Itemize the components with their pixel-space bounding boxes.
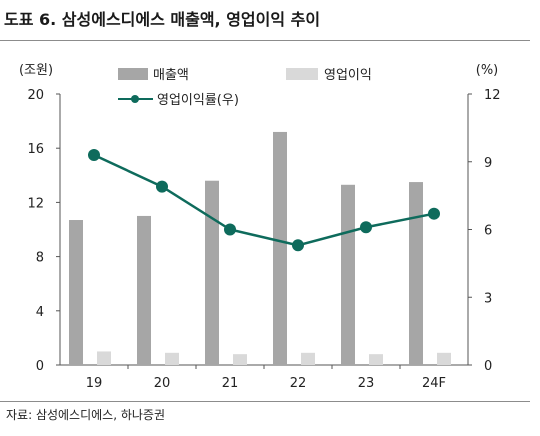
point-operating-margin [428, 207, 440, 220]
bar-sales [137, 215, 151, 365]
point-operating-margin [360, 221, 372, 234]
legend-label-operating-profit: 영업이익 [324, 68, 372, 83]
bar-operating-profit [301, 352, 315, 365]
x-tick-label: 23 [358, 376, 375, 391]
figure-title: 도표 6. 삼성에스디에스 매출액, 영업이익 추이 [4, 10, 321, 29]
bar-sales [69, 220, 83, 365]
source-note: 자료: 삼성에스디에스, 하나증권 [6, 408, 166, 422]
bar-series [69, 131, 451, 365]
x-tick-label: 22 [290, 376, 307, 391]
title-divider [0, 40, 530, 41]
point-operating-margin [156, 180, 168, 193]
left-axis-unit: (조원) [19, 63, 53, 78]
source-divider [0, 401, 530, 402]
x-tick-label: 20 [154, 376, 171, 391]
x-tick-label: 19 [86, 376, 103, 391]
x-tick-label: 21 [222, 376, 239, 391]
right-axis-unit: (%) [476, 63, 499, 78]
left-tick-label: 20 [27, 88, 44, 103]
right-tick-label: 3 [484, 291, 492, 306]
right-tick-label: 6 [484, 224, 492, 239]
bar-operating-profit [369, 354, 383, 365]
legend-label-sales: 매출액 [153, 68, 189, 83]
line-series [88, 148, 440, 252]
bar-sales [409, 182, 423, 365]
legend-label-operating-margin: 영업이익률(우) [157, 93, 239, 108]
legend-swatch-operating-profit [286, 68, 318, 80]
bar-operating-profit [437, 352, 451, 365]
right-tick-label: 9 [484, 156, 492, 171]
left-tick-label: 8 [36, 251, 44, 266]
point-operating-margin [224, 223, 236, 236]
x-tick-label: 24F [422, 376, 446, 391]
bar-sales [205, 180, 219, 365]
legend-swatch-sales [118, 68, 148, 80]
bar-sales [341, 184, 355, 365]
chart-axes: 0 4 8 12 16 20 0 3 6 9 12 (조원) (%) 19 20 21 22 23 24F [19, 63, 501, 391]
bar-operating-profit [97, 351, 111, 365]
bar-operating-profit [233, 354, 247, 365]
left-tick-label: 0 [36, 359, 44, 374]
left-tick-label: 4 [36, 305, 44, 320]
left-tick-label: 16 [27, 142, 44, 157]
left-tick-label: 12 [27, 196, 44, 211]
legend-swatch-marker [131, 95, 139, 103]
point-operating-margin [292, 239, 304, 252]
right-tick-label: 0 [484, 359, 492, 374]
point-operating-margin [88, 148, 100, 161]
line-operating-margin [93, 153, 435, 247]
bar-sales [273, 131, 287, 365]
right-tick-label: 12 [484, 88, 501, 103]
bar-operating-profit [165, 352, 179, 365]
